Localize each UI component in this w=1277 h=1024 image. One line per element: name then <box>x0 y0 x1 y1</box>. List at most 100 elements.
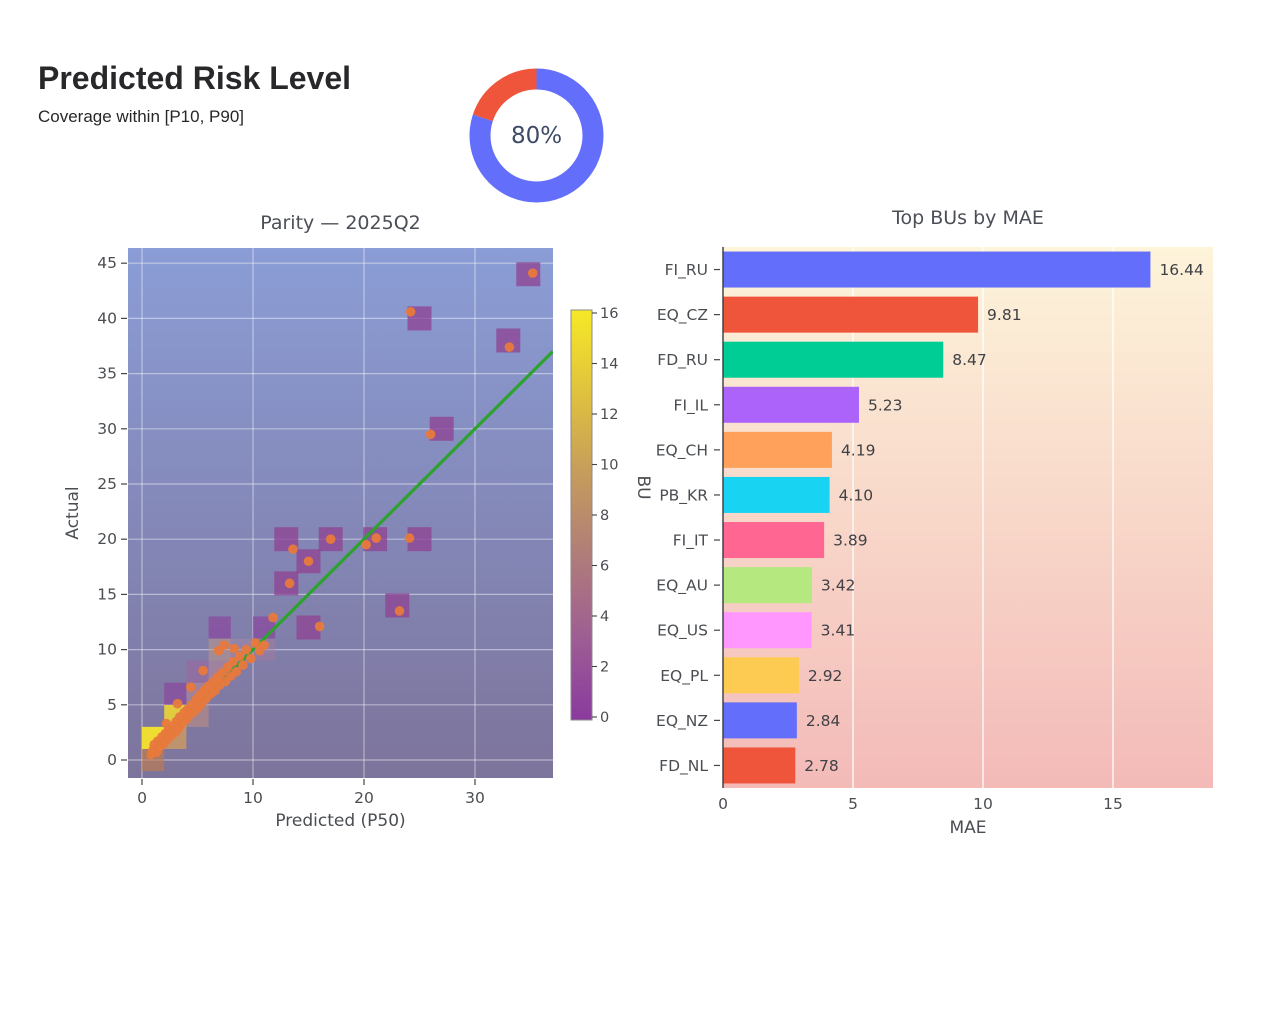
colorbar-tick-label: 8 <box>600 508 609 524</box>
tick-label-y: 15 <box>97 585 117 603</box>
tick-label-x: 5 <box>848 795 858 813</box>
tick-label-x: 15 <box>1103 795 1123 813</box>
category-label: EQ_PL <box>660 667 708 686</box>
category-label: FI_RU <box>665 261 708 280</box>
value-label: 9.81 <box>987 306 1022 324</box>
scatter-point <box>250 638 261 648</box>
tick-label-y: 25 <box>97 475 117 493</box>
parity-title: Parity — 2025Q2 <box>260 212 421 234</box>
colorbar-tick-label: 14 <box>600 357 618 373</box>
mae-bar <box>723 431 832 468</box>
coverage-percentage: 80% <box>510 122 563 149</box>
category-label: EQ_NZ <box>656 712 708 731</box>
tick-label-y: 40 <box>97 309 117 327</box>
tick-label-y: 45 <box>97 254 117 272</box>
value-label: 2.84 <box>806 712 841 730</box>
scatter-point <box>404 533 415 543</box>
mae-bar <box>723 522 825 559</box>
colorbar-tick-label: 6 <box>600 559 609 575</box>
scatter-point <box>268 612 278 623</box>
value-label: 2.92 <box>808 667 843 685</box>
scatter-point <box>231 666 242 677</box>
mae-bar <box>723 657 799 694</box>
tick-label-x: 0 <box>137 789 147 807</box>
value-label: 4.19 <box>841 441 876 459</box>
scatter-point <box>361 539 372 550</box>
category-label: EQ_AU <box>656 577 708 596</box>
category-label: FI_IL <box>674 396 709 415</box>
mae-bar <box>723 476 830 513</box>
scatter-point <box>527 268 538 278</box>
scatter-point <box>303 556 314 567</box>
scatter-point <box>394 606 405 616</box>
scatter-point <box>425 429 436 440</box>
tick-label-y: 5 <box>107 696 117 714</box>
tick-label-y: 20 <box>97 530 117 548</box>
scatter-point <box>504 342 515 352</box>
scatter-point <box>314 621 325 632</box>
value-label: 16.44 <box>1159 261 1203 279</box>
scatter-point <box>238 660 248 670</box>
category-label: PB_KR <box>659 486 708 505</box>
value-label: 4.10 <box>839 486 874 504</box>
mae-title: Top BUs by MAE <box>891 207 1044 229</box>
tick-label-y: 10 <box>97 641 117 659</box>
tick-label-x: 10 <box>243 789 263 807</box>
mae-bar-chart: Top BUs by MAE FI_RU 16.44 EQ_CZ 9.81 FD_RU 8.… <box>633 207 1213 838</box>
mae-bar <box>723 567 812 604</box>
mae-yaxis-title: BU <box>633 475 653 499</box>
tick-label-y: 30 <box>97 420 117 438</box>
colorbar-tick-label: 4 <box>600 609 609 625</box>
scatter-point <box>405 306 416 317</box>
mae-bar <box>723 612 812 649</box>
tick-label-y: 0 <box>107 751 117 769</box>
value-label: 3.89 <box>833 532 868 550</box>
page-title: Predicted Risk Level <box>38 60 352 96</box>
scatter-point <box>229 643 239 654</box>
density-bin <box>208 616 231 639</box>
category-label: FD_NL <box>659 757 708 776</box>
tick-label-x: 30 <box>465 789 485 807</box>
scatter-point <box>284 578 295 589</box>
mae-bar <box>723 296 979 333</box>
scatter-point <box>234 651 245 662</box>
tick-label-x: 20 <box>354 789 374 807</box>
value-label: 3.41 <box>821 622 856 640</box>
scatter-point <box>241 644 252 655</box>
scatter-point <box>198 665 208 676</box>
value-label: 3.42 <box>821 577 856 595</box>
scatter-point <box>172 698 183 709</box>
value-label: 8.47 <box>952 351 987 369</box>
value-label: 5.23 <box>868 396 903 414</box>
colorbar-tick-label: 12 <box>600 407 618 423</box>
scatter-point <box>259 640 269 650</box>
category-label: FI_IT <box>673 532 709 551</box>
tick-label-y: 35 <box>97 365 117 383</box>
mae-bar <box>723 251 1151 288</box>
donut-remainder-arc <box>469 68 604 203</box>
mae-bar <box>723 747 796 784</box>
category-label: EQ_CZ <box>657 306 708 325</box>
scatter-point <box>325 534 336 544</box>
tick-label-x: 10 <box>973 795 993 813</box>
scatter-point <box>228 656 238 667</box>
parity-chart: Parity — 2025Q2 0 10 20 30 0 5 10 15 20 25 30 35 40 45… <box>63 212 618 831</box>
category-label: EQ_US <box>657 622 708 641</box>
colorbar-tick-label: 10 <box>600 458 618 474</box>
category-label: FD_RU <box>657 351 708 370</box>
value-label: 2.78 <box>804 757 839 775</box>
mae-bar <box>723 341 944 378</box>
mae-bar <box>723 386 859 423</box>
mae-xaxis-title: MAE <box>949 818 986 838</box>
mae-bar <box>723 702 797 739</box>
page-subtitle: Coverage within [P10, P90] <box>38 107 245 126</box>
coverage-donut-chart <box>469 68 604 203</box>
scatter-point <box>245 653 256 664</box>
tick-label-x: 0 <box>718 795 728 813</box>
colorbar <box>570 309 593 721</box>
scatter-point <box>186 682 196 692</box>
scatter-point <box>219 640 229 650</box>
parity-plot-layer <box>142 262 553 772</box>
parity-yaxis-title: Actual <box>63 486 83 539</box>
